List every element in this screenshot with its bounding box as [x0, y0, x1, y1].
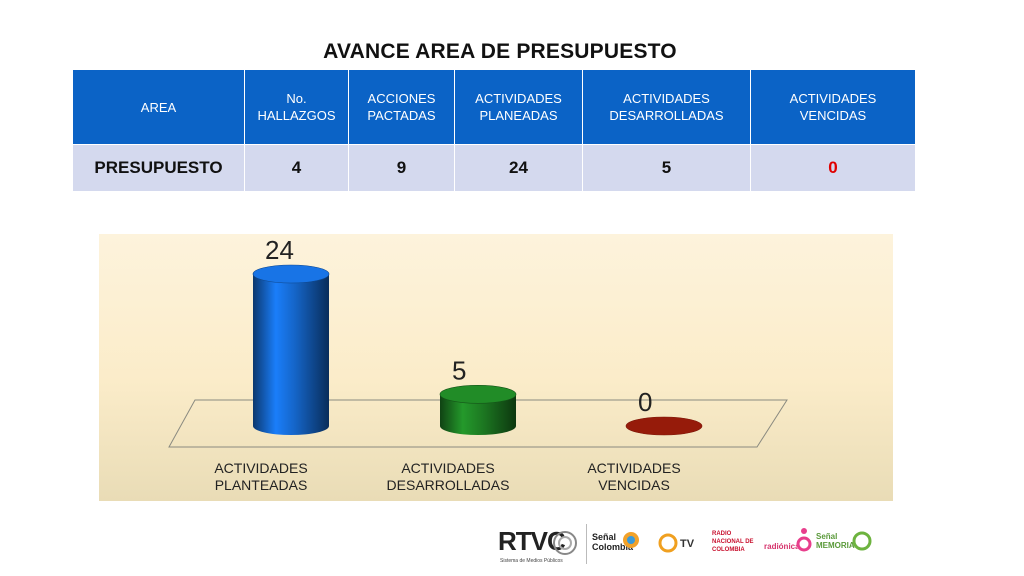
table-header-cell: ACTIVIDADES DESARROLLADAS [582, 69, 751, 145]
table-cell: 4 [244, 144, 349, 192]
senal-memoria-logo: Señal MEMORIA [816, 532, 855, 550]
radionica-icon [796, 528, 812, 552]
rtvc-swirl-icon [553, 531, 577, 555]
data-label-1: 5 [452, 355, 466, 385]
tv-logo-icon [658, 533, 678, 553]
table-header-cell: AREA [72, 69, 245, 145]
category-label-2: ACTIVIDADES VENCIDAS [587, 460, 680, 493]
bar-top-1 [439, 385, 517, 404]
table-cell-area: PRESUPUESTO [72, 144, 245, 192]
bar-body-1 [440, 394, 516, 435]
bar-top-0 [252, 264, 330, 284]
table-header-row: AREA No. HALLAZGOS ACCIONES PACTADAS ACT… [72, 69, 916, 145]
summary-table: AREA No. HALLAZGOS ACCIONES PACTADAS ACT… [72, 69, 916, 192]
table-cell: 24 [454, 144, 583, 192]
senal-colombia-logo: Señal Colombia [592, 532, 634, 552]
bar-body-0 [253, 274, 329, 435]
table-header-cell: ACTIVIDADES VENCIDAS [750, 69, 916, 145]
table-header-cell: ACCIONES PACTADAS [348, 69, 455, 145]
radio-nacional-logo: RADIO NACIONAL DE COLOMBIA [712, 531, 754, 553]
chart-floor [168, 399, 788, 448]
data-label-2: 0 [638, 387, 652, 417]
category-label-1: ACTIVIDADES DESARROLLADAS [387, 460, 510, 493]
table-cell: 9 [348, 144, 455, 192]
senal-colombia-flower-icon [623, 532, 639, 548]
bar-chart: 24 ACTIVIDADES PLANTEADAS 5 ACTIVIDADES DESAR… [99, 234, 893, 501]
table-row: PRESUPUESTO 4 9 24 5 0 [72, 144, 916, 192]
logo-divider [586, 524, 587, 564]
table-cell-vencidas: 0 [750, 144, 916, 192]
bar-top-2 [625, 416, 703, 436]
table-header-cell: No. HALLAZGOS [244, 69, 349, 145]
senal-memoria-icon [852, 531, 872, 551]
data-label-0: 24 [265, 235, 294, 265]
category-label-0: ACTIVIDADES PLANTEADAS [214, 460, 307, 493]
rtvc-logo-subtitle: Sistema de Medios Públicos [500, 558, 563, 564]
chart-svg: 24 ACTIVIDADES PLANTEADAS 5 ACTIVIDADES DESAR… [168, 235, 788, 493]
tv-logo: TV [680, 538, 695, 550]
table-cell: 5 [582, 144, 751, 192]
footer-logos: RTVC Sistema de Medios Públicos Señal Co… [498, 518, 878, 568]
radionica-logo: radiónica [764, 542, 800, 551]
table-header-cell: ACTIVIDADES PLANEADAS [454, 69, 583, 145]
page-title: AVANCE AREA DE PRESUPUESTO [323, 40, 677, 63]
